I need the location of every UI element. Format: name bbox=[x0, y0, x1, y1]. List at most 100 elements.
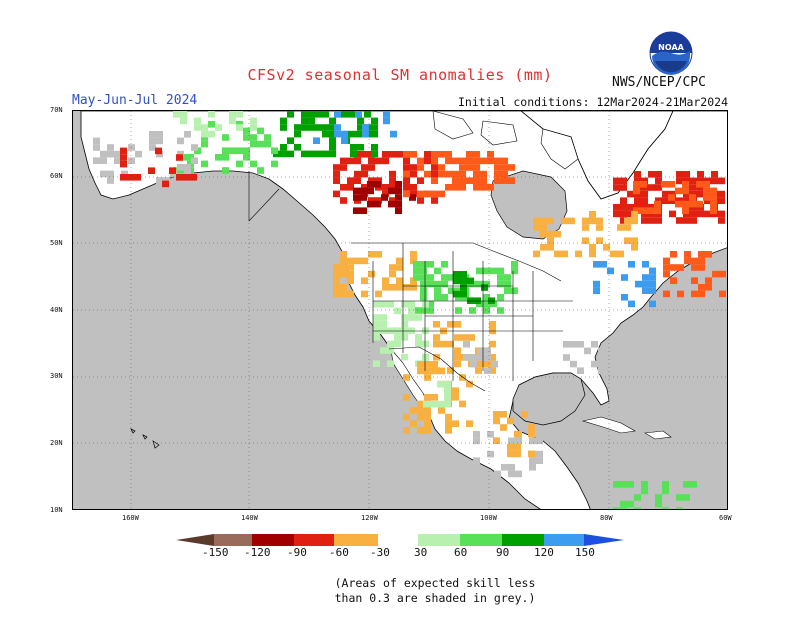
anomaly-cell bbox=[354, 157, 361, 165]
colorbar-label-minus30: -30 bbox=[370, 546, 390, 559]
anomaly-cell bbox=[420, 274, 427, 281]
anomaly-cell bbox=[413, 261, 420, 268]
anomaly-cell bbox=[313, 137, 320, 144]
anomaly-cell bbox=[100, 157, 107, 164]
anomaly-cell bbox=[663, 290, 670, 298]
colorbar-right-arrow bbox=[584, 534, 624, 546]
anomaly-cell bbox=[501, 157, 508, 165]
anomaly-cell bbox=[654, 200, 661, 208]
anomaly-cell bbox=[329, 117, 336, 125]
anomaly-cell bbox=[438, 151, 445, 158]
anomaly-cell bbox=[596, 217, 603, 225]
anomaly-cell bbox=[222, 147, 229, 154]
anomaly-cell bbox=[437, 381, 444, 388]
anomaly-cell bbox=[600, 261, 607, 268]
anomaly-cell bbox=[444, 400, 451, 408]
anomaly-cell bbox=[589, 244, 596, 251]
anomaly-cell bbox=[413, 274, 420, 281]
anomaly-cell bbox=[257, 140, 264, 148]
anomaly-cell bbox=[500, 411, 507, 418]
anomaly-cell bbox=[438, 164, 445, 171]
anomaly-cell bbox=[620, 204, 627, 211]
anomaly-cell bbox=[655, 177, 662, 185]
anomaly-cell bbox=[422, 340, 429, 348]
lon-label-60w: 60W bbox=[719, 514, 732, 522]
anomaly-cell bbox=[589, 217, 596, 225]
anomaly-cell bbox=[433, 334, 440, 341]
anomaly-cell bbox=[454, 334, 461, 341]
anomaly-cell bbox=[655, 184, 662, 191]
anomaly-cell bbox=[420, 287, 427, 294]
anomaly-cell bbox=[591, 341, 598, 348]
anomaly-cell bbox=[243, 147, 250, 154]
anomaly-cell bbox=[334, 124, 341, 131]
anomaly-cell bbox=[341, 137, 348, 144]
anomaly-cell bbox=[536, 457, 543, 464]
anomaly-cell bbox=[333, 270, 340, 278]
anomaly-cell bbox=[176, 154, 183, 161]
anomaly-cell bbox=[445, 157, 452, 165]
colorbar-label-minus150: -150 bbox=[202, 546, 229, 559]
anomaly-cell bbox=[480, 157, 487, 165]
anomaly-cell bbox=[561, 217, 568, 225]
anomaly-cell bbox=[375, 197, 382, 204]
anomaly-cell bbox=[690, 190, 697, 198]
anomaly-cell bbox=[333, 164, 340, 171]
anomaly-cell bbox=[162, 180, 169, 188]
anomaly-cell bbox=[427, 307, 434, 314]
anomaly-cell bbox=[631, 237, 638, 244]
anomaly-cell bbox=[682, 207, 689, 214]
anomaly-cell bbox=[461, 334, 468, 341]
colorbar-label-120: 120 bbox=[534, 546, 554, 559]
anomaly-cell bbox=[627, 204, 634, 211]
anomaly-cell bbox=[691, 264, 698, 271]
anomaly-cell bbox=[434, 267, 441, 275]
anomaly-cell bbox=[308, 150, 315, 158]
colorbar-left-arrow bbox=[176, 534, 214, 546]
anomaly-cell bbox=[483, 294, 490, 301]
colorbar-label-90: 90 bbox=[496, 546, 510, 559]
anomaly-cell bbox=[459, 374, 466, 381]
anomaly-cell bbox=[511, 267, 518, 275]
anomaly-cell bbox=[459, 157, 466, 165]
anomaly-cell bbox=[294, 124, 301, 131]
anomaly-cell bbox=[448, 287, 455, 294]
anomaly-cell bbox=[357, 117, 364, 125]
anomaly-cell bbox=[691, 290, 698, 298]
anomaly-cell bbox=[528, 430, 535, 438]
anomaly-cell bbox=[463, 354, 470, 361]
anomaly-cell bbox=[540, 217, 547, 225]
anomaly-cell bbox=[452, 387, 459, 394]
anomaly-cell bbox=[333, 177, 340, 184]
anomaly-cell bbox=[676, 494, 683, 501]
anomaly-cell bbox=[466, 420, 473, 427]
anomaly-cell bbox=[420, 307, 427, 314]
anomaly-cell bbox=[447, 367, 454, 374]
anomaly-cell bbox=[554, 250, 561, 258]
anomaly-cell bbox=[431, 394, 438, 401]
anomaly-cell bbox=[120, 147, 127, 155]
anomaly-cell bbox=[208, 111, 215, 118]
anomaly-cell bbox=[229, 147, 236, 154]
anomaly-cell bbox=[634, 177, 641, 185]
anomaly-cell bbox=[107, 144, 114, 151]
anomaly-cell bbox=[441, 294, 448, 301]
anomaly-cell bbox=[570, 360, 577, 368]
anomaly-cell bbox=[705, 284, 712, 291]
anomaly-cell bbox=[395, 181, 402, 188]
anomaly-cell bbox=[389, 184, 396, 191]
anomaly-cell bbox=[396, 284, 403, 291]
anomaly-cell bbox=[529, 457, 536, 464]
anomaly-cell bbox=[536, 450, 543, 458]
anomaly-cell bbox=[469, 307, 476, 314]
anomaly-cell bbox=[452, 157, 459, 165]
anomaly-cell bbox=[633, 207, 640, 214]
anomaly-cell bbox=[533, 217, 540, 225]
anomaly-cell bbox=[373, 360, 380, 367]
hispaniola-island bbox=[644, 430, 672, 440]
anomaly-cell bbox=[483, 300, 490, 308]
anomaly-cell bbox=[613, 507, 620, 509]
anomaly-cell bbox=[374, 181, 381, 188]
anomaly-cell bbox=[184, 170, 191, 178]
anomaly-cell bbox=[287, 137, 294, 144]
